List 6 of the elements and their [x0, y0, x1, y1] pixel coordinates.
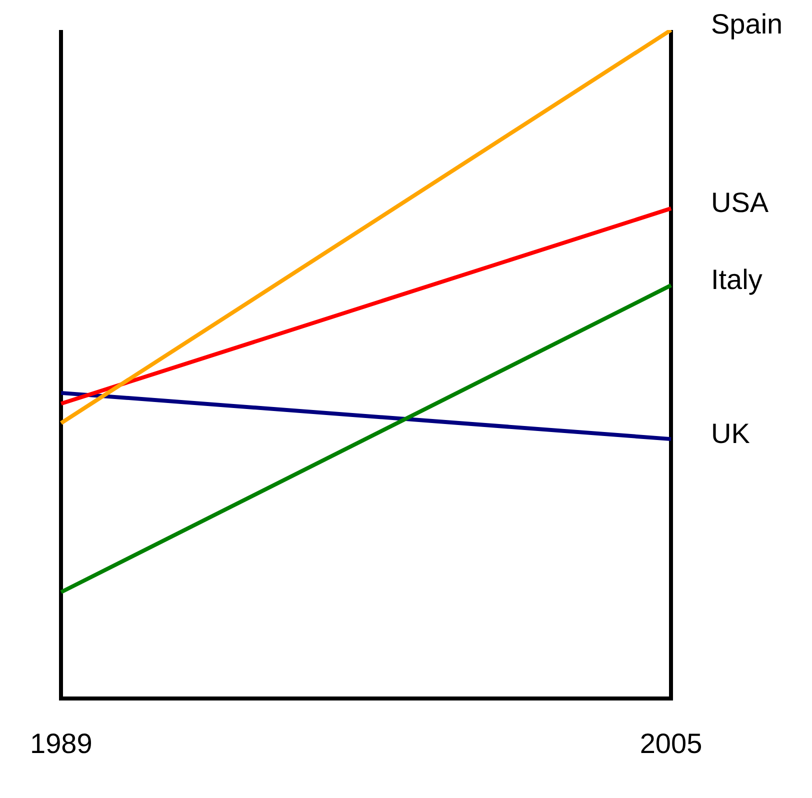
series-label: Italy [711, 264, 762, 296]
series-label: Spain [711, 8, 783, 40]
series-label: USA [711, 187, 769, 218]
x-tick-label: 2005 [640, 728, 702, 759]
series-label: UK [711, 418, 750, 449]
x-tick-label: 1989 [30, 728, 92, 759]
